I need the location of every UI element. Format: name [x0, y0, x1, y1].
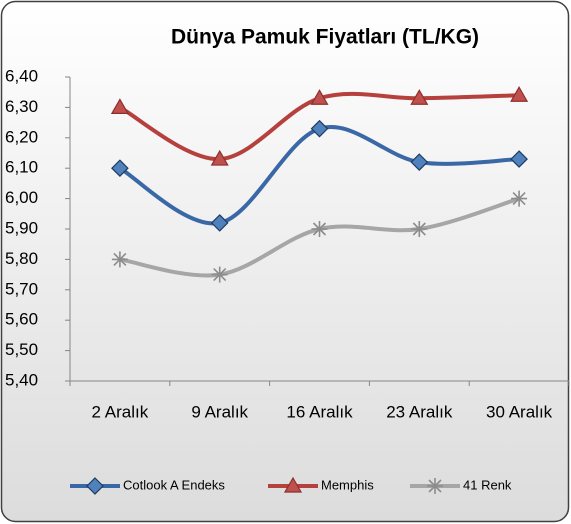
data-marker [410, 89, 429, 105]
data-marker [311, 221, 328, 237]
legend-label: Cotlook A Endeks [123, 477, 225, 492]
chart-title: Dünya Pamuk Fiyatları (TL/KG) [171, 26, 479, 49]
legend-marker [86, 477, 104, 495]
legend-label: 41 Renk [463, 477, 512, 492]
data-marker [111, 159, 129, 178]
data-marker [510, 150, 528, 168]
y-tick-label: 5,50 [5, 340, 38, 359]
y-tick-label: 5,40 [5, 370, 38, 389]
data-marker [410, 153, 429, 171]
x-tick-label: 2 Aralık [92, 402, 149, 421]
data-marker [411, 221, 428, 237]
data-marker [510, 86, 529, 102]
y-tick-label: 6,10 [5, 158, 38, 177]
x-tick-label: 9 Aralık [191, 402, 248, 421]
y-tick-label: 5,80 [5, 249, 38, 268]
y-tick-label: 5,70 [5, 279, 38, 298]
data-marker [210, 149, 229, 166]
x-tick-label: 23 Aralık [386, 402, 453, 421]
data-marker [110, 98, 129, 114]
data-marker [211, 266, 228, 283]
data-marker [111, 251, 128, 268]
x-tick-label: 30 Aralık [486, 402, 553, 421]
y-tick-label: 6,30 [5, 97, 38, 116]
data-marker [210, 214, 229, 232]
legend-marker [427, 478, 443, 494]
data-marker [511, 190, 528, 207]
y-tick-label: 6,40 [5, 66, 38, 85]
y-tick-label: 5,60 [5, 310, 38, 329]
y-tick-label: 5,90 [5, 218, 38, 237]
y-tick-label: 6,00 [5, 188, 38, 207]
data-marker [310, 119, 329, 138]
legend-label: Memphis [321, 477, 374, 492]
y-tick-label: 6,20 [5, 127, 38, 146]
x-tick-label: 16 Aralık [286, 402, 353, 421]
legend-marker [283, 476, 303, 493]
data-marker [310, 89, 329, 105]
